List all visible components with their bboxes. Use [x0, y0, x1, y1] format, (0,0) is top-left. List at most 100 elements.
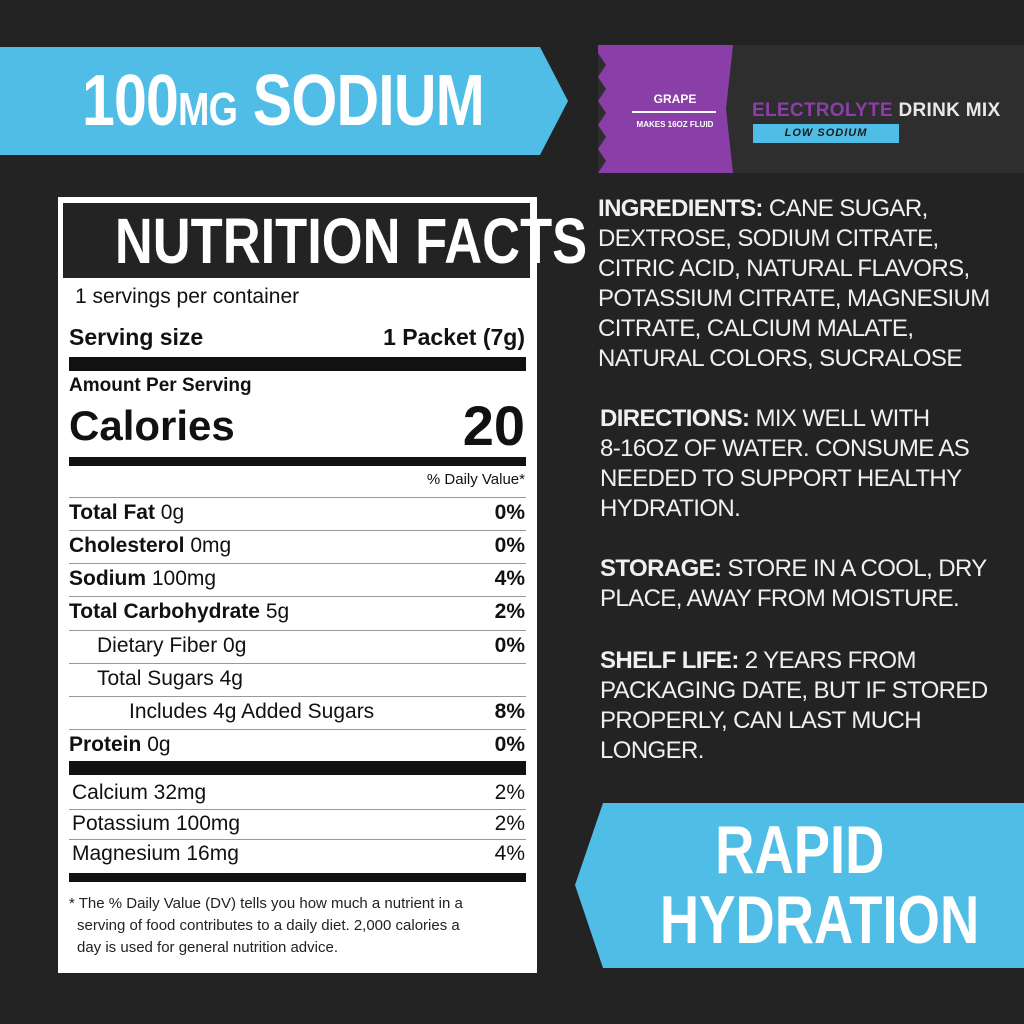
nutrient-label: Dietary Fiber 0g	[97, 634, 247, 657]
nutrient-dv: 4%	[494, 567, 525, 590]
ingredients-section: INGREDIENTS: CANE SUGAR, DEXTROSE, SODIU…	[598, 194, 990, 374]
nutrition-label	[58, 197, 537, 973]
sodium-word: SODIUM	[252, 61, 485, 141]
nutrient-name: Protein 0g	[69, 733, 171, 757]
nutrient-name: Total Carbohydrate 5g	[69, 600, 289, 624]
sodium-banner: 100MG SODIUM	[0, 47, 568, 155]
nutrient-dv: 2%	[494, 600, 525, 623]
nutrient-row: Dietary Fiber 0g 0%	[69, 634, 525, 658]
brand-drink-mix: DRINK MIX	[898, 100, 1001, 121]
sodium-amount: 100	[82, 61, 179, 141]
directions-line: NEEDED TO SUPPORT HEALTHY	[600, 465, 962, 492]
nutrient-amount: 0mg	[190, 534, 232, 557]
storage-line: STORE IN A COOL, DRY	[721, 555, 988, 582]
mineral-name: Potassium 100mg	[72, 812, 241, 835]
nutrient-row: Protein 0g 0%	[69, 733, 525, 757]
shelf-life-line: 2 YEARS FROM	[738, 647, 917, 674]
footnote-line: serving of food contributes to a daily d…	[77, 917, 460, 934]
nutrient-row: Total Carbohydrate 5g 2%	[69, 600, 525, 624]
shelf-life-line: PROPERLY, CAN LAST MUCH	[600, 707, 922, 734]
footnote-line: day is used for general nutrition advice…	[77, 939, 338, 956]
nutrient-label: Total Fat	[69, 501, 155, 524]
rapid-text: RAPID	[620, 814, 980, 886]
sodium-unit: MG	[178, 83, 238, 135]
nutrient-amount: 0g	[160, 501, 185, 524]
serving-size-row: Serving size 1 Packet (7g)	[69, 324, 525, 351]
nutrient-label: Sodium	[69, 567, 146, 590]
nutrient-amount: 5g	[265, 600, 290, 623]
thick-divider	[69, 357, 526, 371]
nutrient-name: Cholesterol 0mg	[69, 534, 231, 558]
ingredients-line: POTASSIUM CITRATE, MAGNESIUM	[598, 285, 990, 312]
nutrient-row: Cholesterol 0mg 0%	[69, 534, 525, 558]
hydration-line: HYDRATION	[659, 882, 980, 958]
directions-line: 8-16OZ OF WATER. CONSUME AS	[600, 435, 970, 462]
directions-section: DIRECTIONS: MIX WELL WITH 8-16OZ OF WATE…	[600, 404, 970, 524]
nutrition-title-text: NUTRITION FACTS	[114, 205, 588, 277]
storage-section: STORAGE: STORE IN A COOL, DRY PLACE, AWA…	[600, 554, 987, 614]
ingredients-line: NATURAL COLORS, SUCRALOSE	[598, 345, 962, 372]
nutrient-name: Total Sugars 4g	[69, 667, 243, 691]
medium-divider	[69, 457, 526, 466]
nutrient-label: Cholesterol	[69, 534, 185, 557]
ingredients-line: DEXTROSE, SODIUM CITRATE,	[598, 225, 939, 252]
ingredients-line: CANE SUGAR,	[762, 195, 928, 222]
nutrient-dv: 0%	[494, 733, 525, 756]
ingredients-line: CITRIC ACID, NATURAL FLAVORS,	[598, 255, 970, 282]
nutrient-row: Includes 4g Added Sugars 8%	[69, 700, 525, 724]
calories-value: 20	[462, 394, 525, 457]
serving-size-value: 1 Packet (7g)	[383, 324, 525, 350]
mineral-dv: 2%	[494, 812, 525, 835]
nutrient-row: Total Fat 0g 0%	[69, 501, 525, 525]
nutrient-row: Sodium 100mg 4%	[69, 567, 525, 591]
directions-line: HYDRATION.	[600, 495, 741, 522]
nutrient-row: Total Sugars 4g	[69, 667, 525, 691]
mineral-dv: 2%	[494, 781, 525, 804]
calories-label: Calories	[69, 402, 235, 449]
servings-per-container: 1 servings per container	[75, 285, 531, 309]
serving-size-label: Serving size	[69, 324, 204, 350]
row-divider	[69, 729, 526, 730]
nutrient-dv: 0%	[494, 501, 525, 524]
footnote-line: * The % Daily Value (DV) tells you how m…	[69, 895, 463, 912]
sodium-headline: 100MG SODIUM	[82, 59, 485, 151]
ingredients-label: INGREDIENTS:	[598, 195, 763, 222]
calories-row: Calories 20	[69, 396, 525, 456]
packet-flavor: GRAPE	[653, 92, 697, 106]
nutrient-label: Includes 4g Added Sugars	[129, 700, 375, 723]
row-divider	[69, 630, 526, 631]
nutrient-amount: 100mg	[151, 567, 217, 590]
packet-brand: ELECTROLYTE DRINK MIX	[752, 100, 1000, 122]
ingredients-line: CITRATE, CALCIUM MALATE,	[598, 315, 914, 342]
nutrient-dv: 0%	[494, 634, 525, 657]
row-divider	[69, 563, 526, 564]
mineral-name: Calcium 32mg	[72, 781, 207, 804]
mineral-row: Calcium 32mg 2%	[72, 781, 525, 805]
nutrient-name: Total Fat 0g	[69, 501, 184, 525]
packet-divider	[632, 111, 716, 113]
dv-header-text: % Daily Value*	[426, 471, 525, 488]
rapid-hydration-banner	[575, 803, 1024, 968]
row-divider	[69, 696, 526, 697]
thick-divider	[69, 761, 526, 775]
directions-line: MIX WELL WITH	[749, 405, 930, 432]
shelf-life-line: LONGER.	[600, 737, 704, 764]
amount-per-serving: Amount Per Serving	[69, 375, 525, 397]
low-sodium-badge: LOW SODIUM	[753, 124, 899, 143]
nutrient-dv: 0%	[494, 534, 525, 557]
shelf-life-section: SHELF LIFE: 2 YEARS FROM PACKAGING DATE,…	[600, 646, 988, 766]
amount-per-serving-text: Amount Per Serving	[69, 375, 252, 396]
nutrient-name: Sodium 100mg	[69, 567, 216, 591]
mineral-row: Magnesium 16mg 4%	[72, 842, 525, 866]
brand-electrolyte: ELECTROLYTE	[752, 100, 893, 121]
nutrient-label: Total Sugars 4g	[97, 667, 243, 690]
rapid-line: RAPID	[715, 812, 885, 888]
storage-label: STORAGE:	[600, 555, 722, 582]
directions-label: DIRECTIONS:	[600, 405, 750, 432]
nutrient-name: Includes 4g Added Sugars	[69, 700, 374, 724]
shelf-life-label: SHELF LIFE:	[600, 647, 739, 674]
mineral-row: Potassium 100mg 2%	[72, 812, 525, 836]
row-divider	[69, 839, 526, 840]
packet-flavor-end	[598, 45, 733, 173]
row-divider	[69, 663, 526, 664]
